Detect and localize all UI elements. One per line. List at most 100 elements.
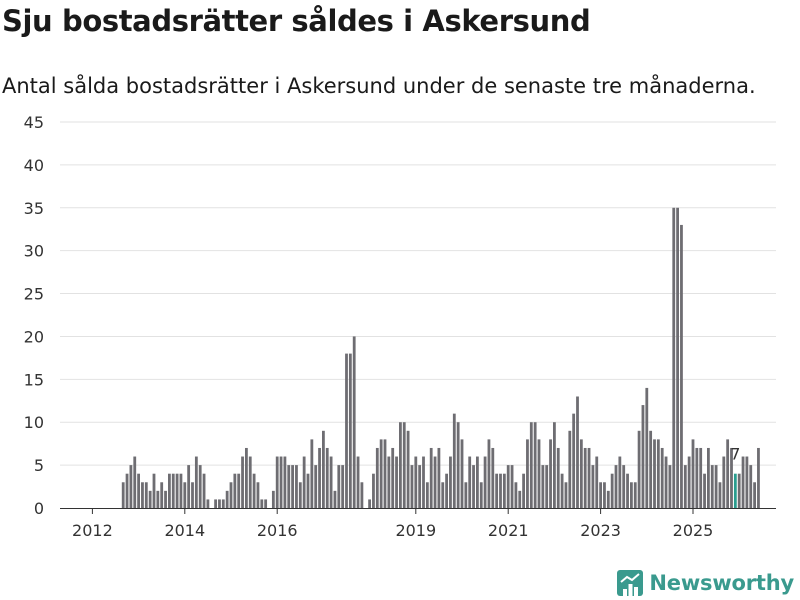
bar-highlight xyxy=(733,473,737,508)
bar xyxy=(506,465,510,508)
bar xyxy=(545,465,549,508)
bar xyxy=(622,465,626,508)
bar xyxy=(464,482,468,508)
bar xyxy=(587,447,591,508)
bar xyxy=(656,439,660,508)
bar xyxy=(718,482,722,508)
bar xyxy=(533,422,537,508)
brand-name: Newsworthy xyxy=(649,571,794,595)
highlight-value-label: 7 xyxy=(730,445,740,464)
bar xyxy=(695,447,699,508)
bar xyxy=(703,473,706,508)
bar xyxy=(191,482,194,508)
gridlines xyxy=(60,121,776,466)
bar xyxy=(325,447,329,508)
bar xyxy=(144,482,148,508)
bar xyxy=(221,499,225,508)
bar xyxy=(279,456,283,508)
bar xyxy=(483,456,487,508)
bar xyxy=(618,456,622,508)
bar xyxy=(379,439,383,508)
bar xyxy=(630,482,633,508)
bar xyxy=(445,473,448,508)
bar xyxy=(479,482,483,508)
bar xyxy=(707,447,710,508)
bar xyxy=(256,482,260,508)
bar xyxy=(691,439,695,508)
bars xyxy=(121,207,760,508)
bar xyxy=(391,447,395,508)
bar xyxy=(402,422,406,508)
bar xyxy=(645,387,649,508)
bar xyxy=(583,447,587,508)
bar xyxy=(441,482,445,508)
newsworthy-logo-icon xyxy=(617,570,644,596)
bar xyxy=(198,465,202,508)
bar xyxy=(502,473,506,508)
bar xyxy=(726,439,730,508)
bar xyxy=(298,482,302,508)
y-tick-label: 40 xyxy=(24,156,44,175)
bar xyxy=(387,456,391,508)
bar xyxy=(495,473,499,508)
y-tick-label: 25 xyxy=(24,285,44,304)
bar xyxy=(653,439,656,508)
x-tick-label: 2023 xyxy=(580,521,621,540)
bar xyxy=(425,482,429,508)
bar xyxy=(383,439,387,508)
bar xyxy=(283,456,287,508)
bar xyxy=(429,447,433,508)
x-tick-label: 2012 xyxy=(72,521,113,540)
bar xyxy=(595,456,599,508)
bar xyxy=(206,499,210,508)
bar xyxy=(749,465,753,508)
bar xyxy=(125,473,129,508)
bar xyxy=(137,473,140,508)
bar xyxy=(218,499,221,508)
bar xyxy=(275,456,279,508)
bar xyxy=(549,439,552,508)
bar xyxy=(310,439,314,508)
bar xyxy=(710,465,714,508)
x-tick-label: 2025 xyxy=(673,521,714,540)
bar xyxy=(537,439,541,508)
bar xyxy=(418,465,422,508)
bar xyxy=(730,447,733,508)
bar xyxy=(560,473,564,508)
bar xyxy=(576,396,579,508)
bar xyxy=(179,473,183,508)
bar xyxy=(626,473,629,508)
bar xyxy=(295,465,298,508)
bar xyxy=(422,456,425,508)
bar xyxy=(183,482,187,508)
bar xyxy=(699,447,703,508)
bar xyxy=(233,473,237,508)
y-tick-label: 5 xyxy=(34,456,44,475)
bar xyxy=(722,456,726,508)
bar xyxy=(668,465,672,508)
bar xyxy=(229,482,233,508)
bar xyxy=(337,465,341,508)
bar xyxy=(487,439,491,508)
x-tick-label: 2014 xyxy=(164,521,205,540)
bar xyxy=(564,482,568,508)
bar xyxy=(314,465,318,508)
bar xyxy=(741,456,745,508)
bar xyxy=(753,482,756,508)
bar xyxy=(406,430,410,508)
bar xyxy=(345,353,348,508)
bar xyxy=(133,456,137,508)
bar xyxy=(241,456,244,508)
bar xyxy=(399,422,402,508)
bar xyxy=(745,456,749,508)
bar xyxy=(264,499,268,508)
data-labels: 7 xyxy=(730,445,740,464)
bar xyxy=(168,473,171,508)
bar xyxy=(410,465,414,508)
bar xyxy=(287,465,291,508)
y-tick-label: 30 xyxy=(24,242,44,261)
bar xyxy=(553,422,556,508)
bar xyxy=(452,413,456,508)
x-tick-label: 2016 xyxy=(257,521,298,540)
